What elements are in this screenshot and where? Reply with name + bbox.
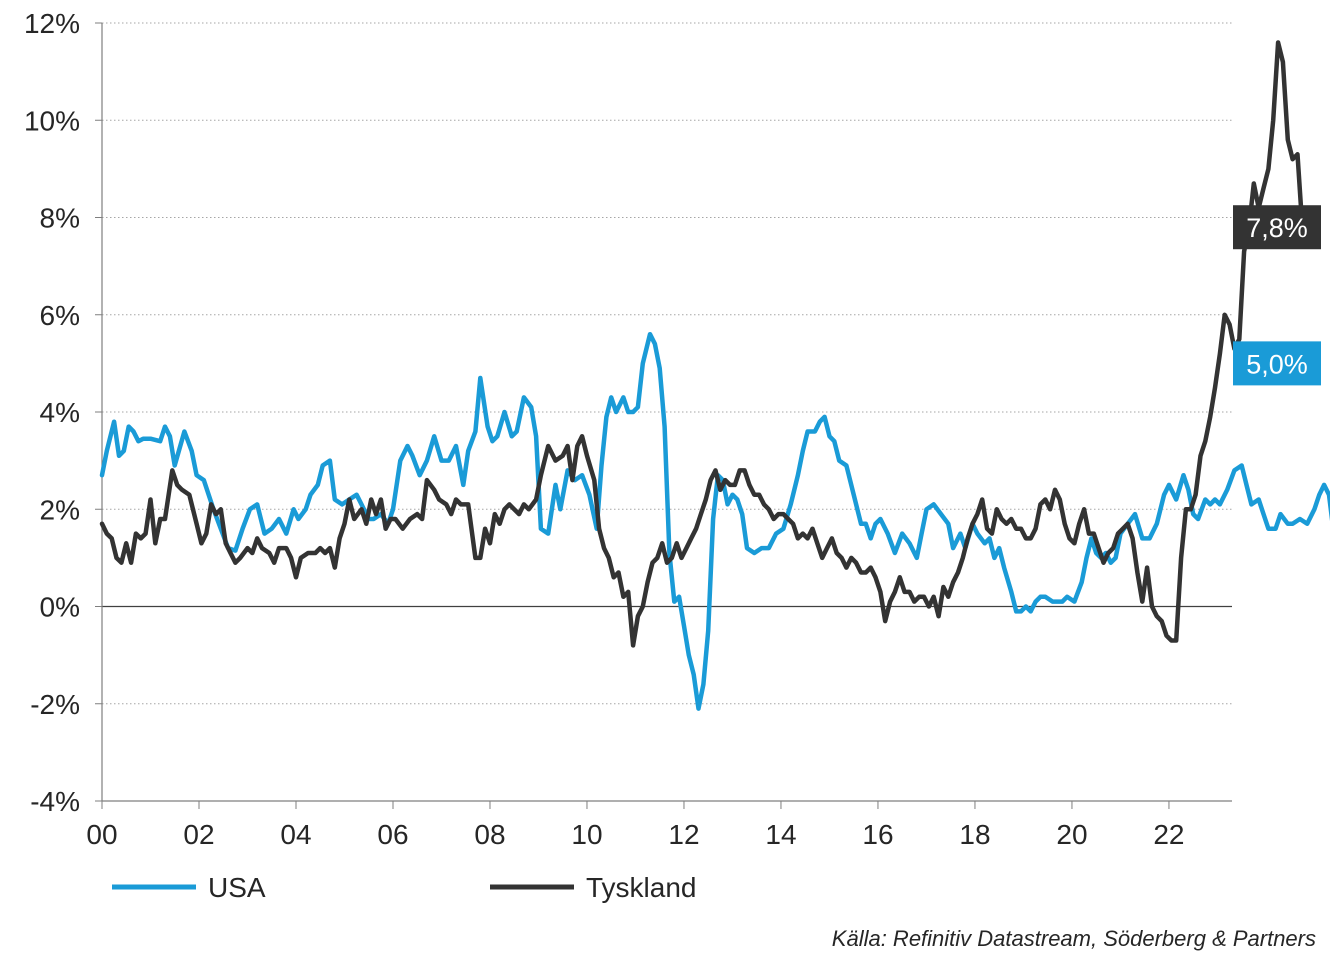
end-label-usa: 5,0% (1246, 349, 1308, 379)
y-tick-label: 2% (40, 494, 80, 525)
y-tick-label: 10% (24, 105, 80, 136)
x-tick-label: 00 (86, 819, 117, 850)
legend-label-usa: USA (208, 872, 266, 903)
end-label-box-usa (1233, 341, 1321, 386)
x-tick-label: 10 (571, 819, 602, 850)
y-tick-label: -4% (30, 786, 80, 817)
legend: USA Tyskland (112, 872, 697, 903)
legend-label-tyskland: Tyskland (586, 872, 697, 903)
x-tick-label: 22 (1153, 819, 1184, 850)
end-label-tyskland: 7,8% (1246, 213, 1308, 243)
x-tick-label: 06 (377, 819, 408, 850)
y-tick-label: 4% (40, 397, 80, 428)
y-tick-label: 12% (24, 8, 80, 39)
series-lines (99, 40, 1330, 711)
x-tick-label: 12 (668, 819, 699, 850)
x-tick-label: 16 (862, 819, 893, 850)
x-tick-label: 18 (959, 819, 990, 850)
y-tick-label: 0% (40, 592, 80, 623)
end-value-labels: 5,0% 7,8% (1233, 205, 1321, 386)
axes: -4% -2% 0% 2% 4% 6% 8% 10% 12% 00 02 04 06 08 10 12 14 16… (24, 8, 1232, 850)
x-tick-label: 02 (183, 819, 214, 850)
y-tick-label: 6% (40, 300, 80, 331)
y-tick-label: -2% (30, 689, 80, 720)
series-line-tyskland (99, 40, 1305, 648)
end-label-box-tyskland (1233, 205, 1321, 250)
y-tick-label: 8% (40, 203, 80, 234)
series-line-usa (99, 331, 1330, 711)
source-note: Källa: Refinitiv Datastream, Söderberg &… (831, 926, 1316, 951)
x-tick-label: 08 (474, 819, 505, 850)
x-tick-label: 14 (765, 819, 796, 850)
x-tick-label: 20 (1056, 819, 1087, 850)
x-tick-label: 04 (280, 819, 311, 850)
